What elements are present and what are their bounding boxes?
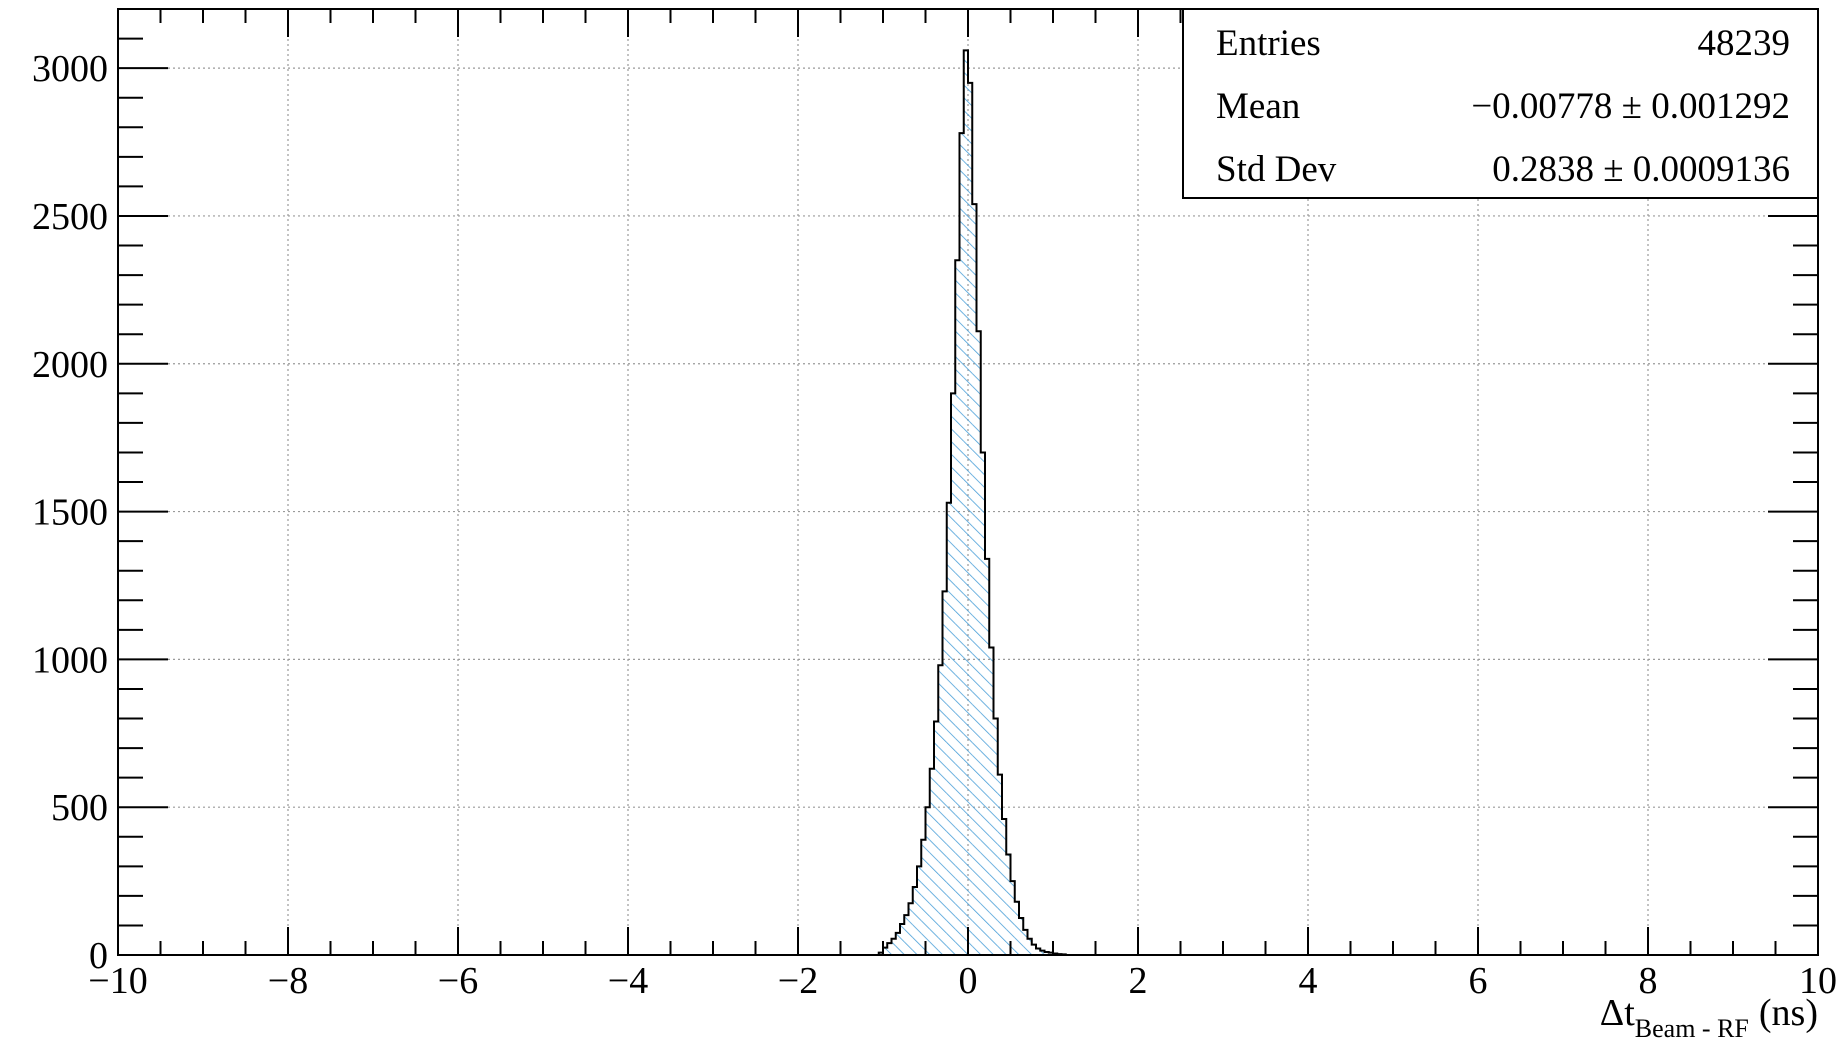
y-tick-label: 2000 [32,344,108,386]
y-tick-label: 3000 [32,48,108,90]
histogram-bar [1010,881,1015,955]
stats-mean-label: Mean [1216,86,1300,127]
histogram-bar [1006,854,1011,955]
histogram-bars [878,50,1066,956]
y-tick-labels: 0 500 1000 1500 2000 2500 3000 [32,48,108,977]
x-tick-label: 6 [1469,960,1488,1002]
histogram-bar [887,943,892,955]
histogram-bar [980,452,985,955]
histogram-bar [968,82,973,955]
histogram-bar [934,721,939,955]
histogram-bar [993,718,998,955]
y-tick-label: 1000 [32,639,108,681]
stats-stddev-label: Std Dev [1216,149,1337,190]
x-tick-label: −8 [268,960,308,1002]
x-tick-labels: −10 −8 −6 −4 −2 0 2 4 6 8 10 [88,960,1837,1002]
x-axis-title-sub: Beam - RF [1635,1014,1749,1042]
stats-stddev-value: 0.2838 ± 0.0009136 [1492,149,1790,190]
stats-entries-label: Entries [1216,23,1321,64]
histogram-bar [1040,950,1045,955]
histogram-bar [1019,918,1024,955]
histogram-bar [997,774,1002,955]
x-tick-label: 2 [1129,960,1148,1002]
histogram-bar [1036,948,1041,955]
histogram-bar [976,331,981,955]
histogram-bar [1023,929,1028,955]
x-tick-label: −10 [88,960,147,1002]
histogram-bar [917,866,922,955]
x-tick-label: 0 [959,960,978,1002]
histogram-bar [904,915,909,955]
x-tick-label: −2 [778,960,818,1002]
histogram-outline [877,49,1067,956]
histogram-bar [908,903,913,955]
histogram-bar [891,938,896,955]
histogram-bar [1027,938,1032,955]
histogram-bar [959,133,964,956]
y-tick-label: 500 [51,787,108,829]
x-axis-title-main: Δt [1600,992,1635,1034]
stats-mean-value: −0.00778 ± 0.001292 [1471,86,1790,127]
x-tick-label: 4 [1299,960,1318,1002]
histogram-bar [883,947,888,955]
y-tick-label: 1500 [32,492,108,534]
histogram-bar [951,393,956,955]
stats-box: Entries 48239 Mean −0.00778 ± 0.001292 S… [1182,8,1819,199]
histogram-bar [895,932,900,955]
histogram-bar [1014,901,1019,955]
y-tick-label: 0 [89,935,108,977]
x-tick-label: 8 [1639,960,1658,1002]
histogram-bar [1031,944,1036,955]
histogram-bar [938,665,943,955]
histogram-bar [878,952,883,955]
histogram-bar [1002,819,1007,955]
histogram-bar [921,839,926,955]
histogram-bar [925,807,930,955]
plot-frame [117,8,1819,956]
histogram-bar [989,647,994,955]
x-tick-label: −4 [608,960,648,1002]
histogram-bar [963,50,968,955]
histogram-bar [1048,952,1053,955]
stats-entries-value: 48239 [1698,23,1791,64]
x-tick-label: 10 [1799,960,1837,1002]
histogram-bar [985,558,990,955]
stats-box-frame [1182,8,1819,199]
y-tick-label: 2500 [32,196,108,238]
histogram-bar [1044,952,1049,955]
x-axis-title: ΔtBeam - RF (ns) [1600,992,1818,1042]
x-tick-label: −6 [438,960,478,1002]
histogram-bar [955,260,960,955]
histogram-bar [942,591,947,955]
x-axis-title-unit: (ns) [1759,992,1818,1034]
histogram-bar [929,768,934,955]
histogram-bar [946,502,951,955]
histogram-bar [972,204,977,956]
histogram-bar [900,923,905,955]
histogram-bar [912,887,917,955]
